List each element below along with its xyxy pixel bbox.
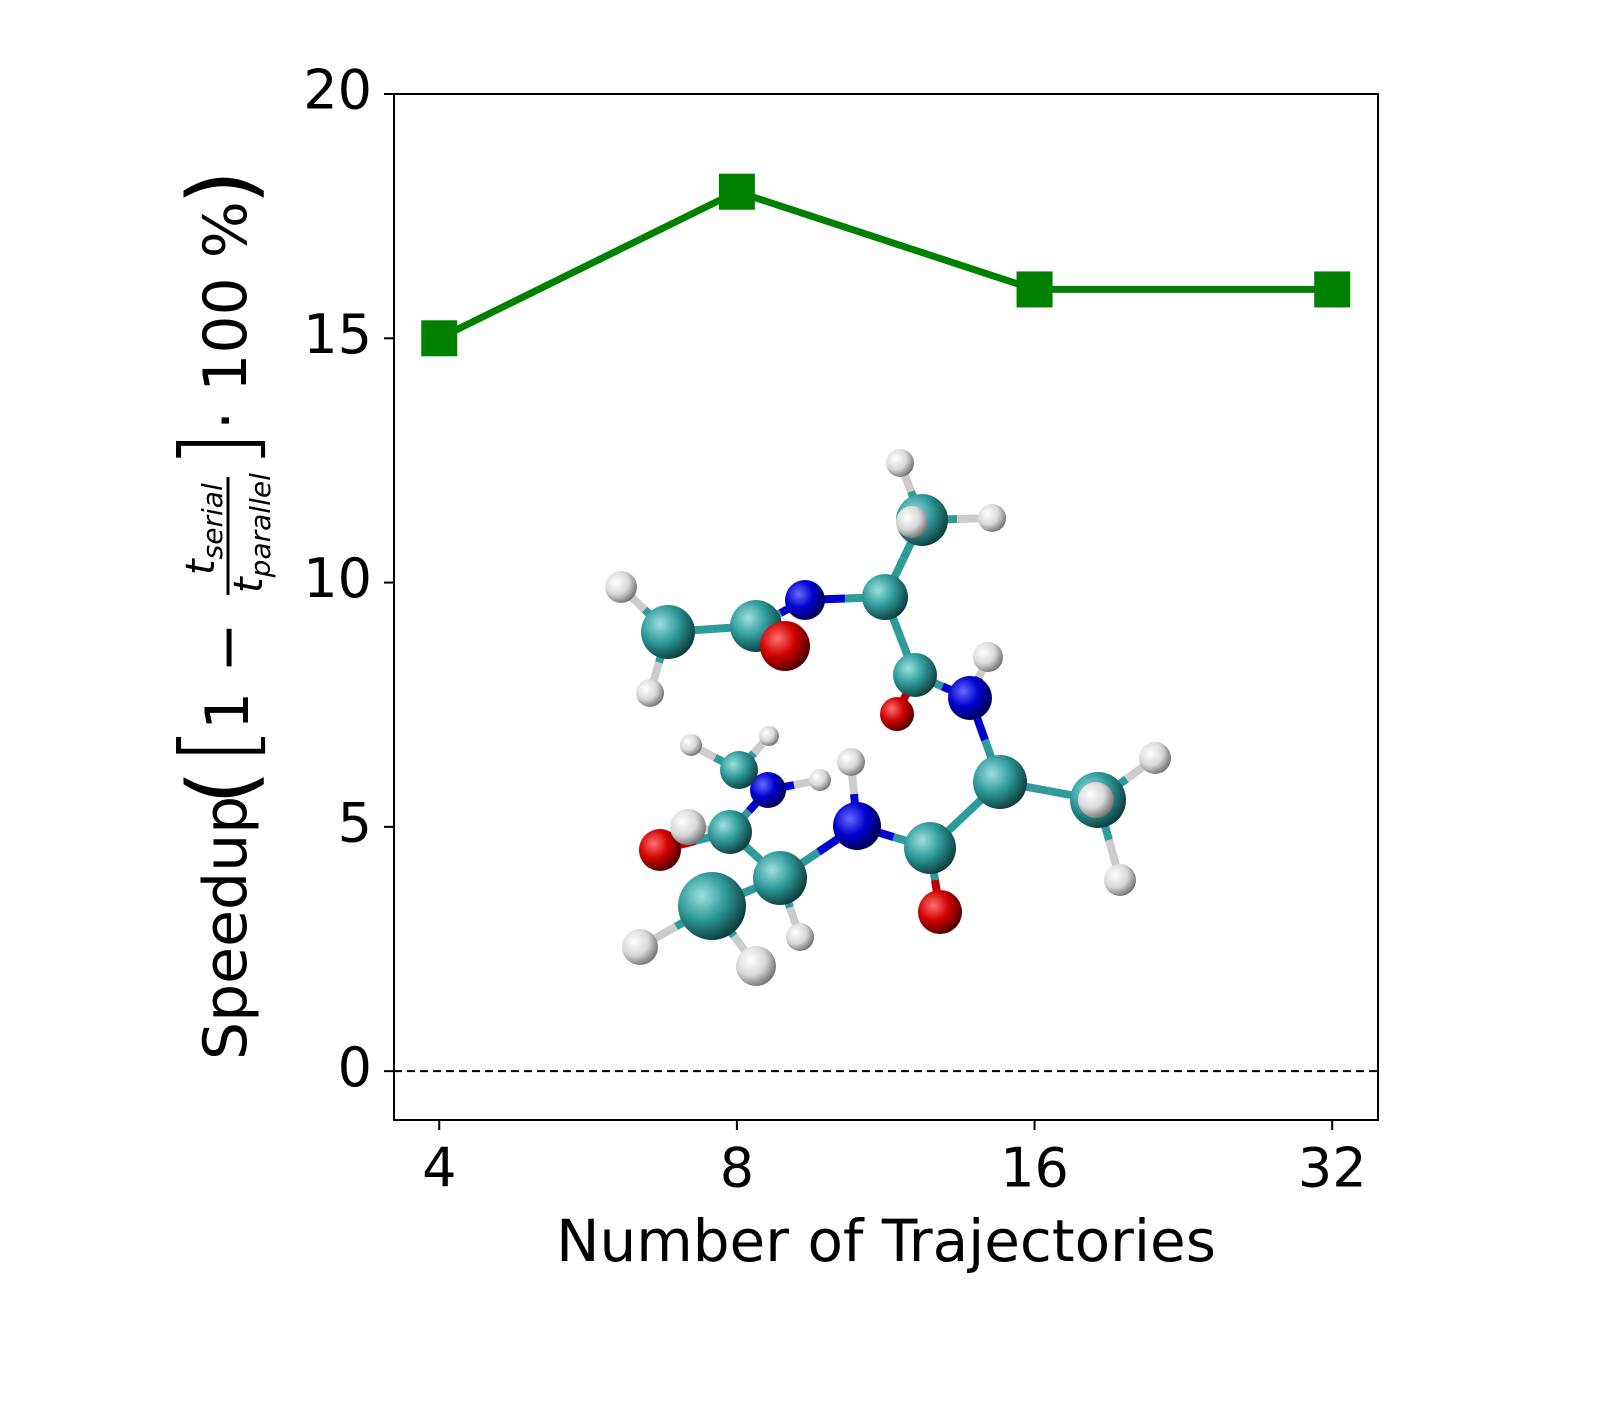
y-label-numerator-t: t xyxy=(178,558,224,575)
x-tick-label: 16 xyxy=(1000,1137,1069,1200)
y-tick-label: 10 xyxy=(303,547,372,610)
data-marker xyxy=(1314,271,1351,308)
y-tick-label: 20 xyxy=(303,59,372,122)
y-label-bracket: [ xyxy=(159,726,276,765)
y-tick-label: 0 xyxy=(338,1036,372,1099)
atom xyxy=(973,642,1003,672)
atom xyxy=(720,751,758,789)
y-label-numerator-sub: serial xyxy=(196,483,229,559)
atom xyxy=(750,772,786,808)
atom xyxy=(1139,742,1171,774)
atom xyxy=(641,605,695,659)
molecule-illustration xyxy=(605,449,1171,986)
y-label-denominator-sub: parallel xyxy=(244,473,277,578)
atom xyxy=(886,449,914,477)
atom xyxy=(760,621,810,671)
atom xyxy=(753,851,807,905)
atom xyxy=(680,734,702,756)
atom xyxy=(948,676,992,720)
x-tick-label: 8 xyxy=(720,1137,754,1200)
atom xyxy=(785,580,825,620)
x-tick-label: 4 xyxy=(422,1137,456,1200)
atom xyxy=(678,872,746,940)
atom xyxy=(622,929,658,965)
y-label-denominator: tparallel xyxy=(226,473,277,593)
atom xyxy=(786,923,814,951)
y-tick-label: 15 xyxy=(303,303,372,366)
atom xyxy=(670,809,706,845)
atom xyxy=(918,890,962,934)
atom xyxy=(759,726,779,746)
y-label-denominator-t: t xyxy=(226,576,272,593)
atom xyxy=(904,822,956,874)
atom xyxy=(636,679,664,707)
atom xyxy=(708,810,752,854)
atom xyxy=(1104,864,1136,896)
y-axis-label: Speedup ( [ 1 − tserial tparallel ] · 10… xyxy=(159,170,277,1060)
atom xyxy=(639,829,681,871)
y-tick-label: 5 xyxy=(338,791,372,854)
atom xyxy=(809,769,831,791)
data-marker xyxy=(1016,271,1053,308)
y-label-paren: ) xyxy=(169,170,274,205)
atom xyxy=(605,571,637,603)
y-label-numerator: tserial xyxy=(178,483,229,575)
atom xyxy=(973,755,1027,809)
plot-frame xyxy=(393,93,1379,1121)
data-marker xyxy=(718,173,755,210)
y-label-suffix: · 100 % xyxy=(191,201,261,430)
data-line xyxy=(437,187,1333,342)
atom xyxy=(736,946,776,986)
atom xyxy=(833,802,881,850)
atom xyxy=(880,697,914,731)
y-label-paren: ( xyxy=(169,770,274,805)
y-label-bracket: ] xyxy=(159,430,276,469)
atom xyxy=(862,574,908,620)
atom xyxy=(893,653,937,697)
x-tick-label: 32 xyxy=(1298,1137,1367,1200)
atom xyxy=(1078,782,1114,818)
y-label-prefix: Speedup xyxy=(191,796,261,1060)
plot-area: 0 5 10 15 20 4 8 16 32 xyxy=(303,59,1379,1200)
data-marker xyxy=(421,320,458,357)
atom xyxy=(837,748,865,776)
x-axis-label: Number of Trajectories xyxy=(556,1207,1216,1275)
y-label-one-minus: 1 − xyxy=(193,622,263,730)
atom xyxy=(978,504,1006,532)
atom xyxy=(896,506,928,538)
